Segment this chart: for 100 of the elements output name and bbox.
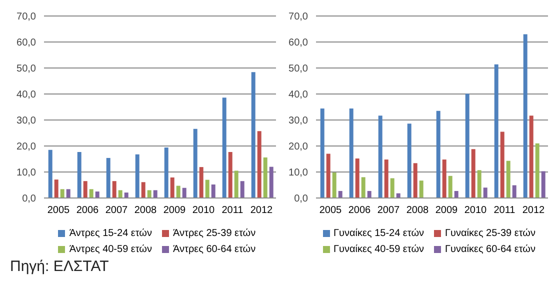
bar bbox=[355, 158, 360, 198]
bar bbox=[338, 190, 342, 198]
bar bbox=[228, 152, 232, 198]
bar bbox=[141, 182, 146, 198]
x-tick-label: 2008 bbox=[406, 205, 430, 216]
bar bbox=[199, 167, 204, 198]
bar bbox=[251, 72, 256, 198]
bar bbox=[465, 94, 470, 198]
x-tick-label: 2012 bbox=[250, 205, 274, 216]
bar bbox=[407, 124, 412, 198]
x-tick-label: 2005 bbox=[319, 205, 342, 216]
x-tick-label: 2006 bbox=[348, 205, 372, 216]
bar bbox=[95, 192, 100, 198]
bar bbox=[66, 189, 70, 198]
bar bbox=[89, 189, 94, 198]
bar bbox=[326, 154, 330, 198]
y-tick-label: 60,0 bbox=[288, 38, 308, 49]
bar bbox=[48, 150, 52, 198]
bar bbox=[124, 192, 128, 198]
y-tick-label: 20,0 bbox=[16, 142, 36, 153]
bar bbox=[205, 180, 210, 198]
y-tick-label: 0,0 bbox=[294, 194, 308, 205]
bar bbox=[512, 185, 516, 198]
legend-label: Γυναίκες 25-39 ετών bbox=[445, 228, 536, 239]
x-tick-label: 2011 bbox=[222, 205, 244, 216]
y-tick-label: 0,0 bbox=[22, 194, 36, 205]
legend-label: Άντρες 40-59 ετών bbox=[69, 244, 152, 255]
bar bbox=[240, 181, 244, 198]
legend-label: Γυναίκες 60-64 ετών bbox=[445, 244, 536, 255]
bar bbox=[222, 98, 226, 198]
bar bbox=[529, 116, 534, 198]
bar bbox=[367, 190, 372, 198]
bar bbox=[500, 132, 504, 198]
bar bbox=[234, 170, 238, 198]
bar bbox=[419, 180, 424, 198]
y-tick-label: 30,0 bbox=[16, 116, 36, 127]
bar bbox=[390, 178, 394, 198]
x-tick-label: 2008 bbox=[134, 205, 158, 216]
bar bbox=[153, 190, 158, 198]
y-tick-label: 70,0 bbox=[16, 12, 36, 23]
bar bbox=[361, 177, 366, 198]
y-tick-label: 50,0 bbox=[16, 64, 36, 75]
legend-label: Γυναίκες 40-59 ετών bbox=[334, 244, 424, 255]
bar bbox=[135, 154, 140, 198]
x-tick-label: 2007 bbox=[105, 205, 128, 216]
legend-label: Άντρες 25-39 ετών bbox=[173, 228, 256, 239]
bar bbox=[118, 190, 122, 198]
bar bbox=[535, 143, 540, 198]
x-tick-label: 2011 bbox=[494, 205, 516, 216]
x-tick-label: 2006 bbox=[76, 205, 100, 216]
y-tick-label: 20,0 bbox=[288, 142, 308, 153]
bar bbox=[60, 189, 64, 198]
y-tick-label: 30,0 bbox=[288, 116, 308, 127]
bar bbox=[176, 186, 180, 198]
bar bbox=[83, 181, 88, 198]
bar bbox=[263, 157, 268, 198]
y-tick-label: 10,0 bbox=[288, 168, 308, 179]
x-tick-label: 2005 bbox=[47, 205, 70, 216]
bar bbox=[494, 64, 498, 198]
bar bbox=[182, 188, 186, 198]
bar bbox=[257, 131, 262, 198]
bar bbox=[442, 160, 446, 198]
y-tick-label: 50,0 bbox=[288, 64, 308, 75]
x-tick-label: 2007 bbox=[377, 205, 400, 216]
bar bbox=[477, 170, 482, 198]
bar bbox=[269, 166, 274, 198]
legend-label: Άντρες 60-64 ετών bbox=[173, 244, 256, 255]
x-tick-label: 2009 bbox=[163, 205, 186, 216]
bar bbox=[413, 163, 418, 198]
y-tick-label: 40,0 bbox=[16, 90, 36, 101]
bar bbox=[332, 172, 336, 198]
bar bbox=[54, 180, 58, 198]
y-tick-label: 70,0 bbox=[288, 12, 308, 23]
bar bbox=[436, 110, 440, 198]
bar bbox=[523, 34, 528, 198]
bar bbox=[106, 158, 110, 198]
x-tick-label: 2010 bbox=[464, 205, 488, 216]
bar bbox=[483, 188, 488, 198]
bar bbox=[454, 190, 458, 198]
bar bbox=[164, 148, 168, 198]
bar bbox=[211, 184, 216, 198]
bar bbox=[384, 160, 388, 198]
y-tick-label: 40,0 bbox=[288, 90, 308, 101]
y-tick-label: 10,0 bbox=[16, 168, 36, 179]
bar bbox=[147, 190, 152, 198]
bar bbox=[448, 176, 452, 198]
text: Πηγή: ΕΛΣΤΑΤ bbox=[10, 258, 109, 275]
x-tick-label: 2012 bbox=[522, 205, 546, 216]
bar bbox=[378, 116, 382, 198]
legend-label: Γυναίκες 15-24 ετών bbox=[334, 228, 424, 239]
bar bbox=[112, 181, 116, 198]
legend-label: Άντρες 15-24 ετών bbox=[69, 228, 152, 239]
bar bbox=[193, 128, 198, 198]
bar bbox=[170, 177, 174, 198]
bar bbox=[320, 108, 324, 198]
bar bbox=[349, 108, 354, 198]
y-tick-label: 60,0 bbox=[16, 38, 36, 49]
bar bbox=[77, 152, 82, 198]
x-tick-label: 2010 bbox=[192, 205, 216, 216]
bar bbox=[471, 149, 476, 198]
